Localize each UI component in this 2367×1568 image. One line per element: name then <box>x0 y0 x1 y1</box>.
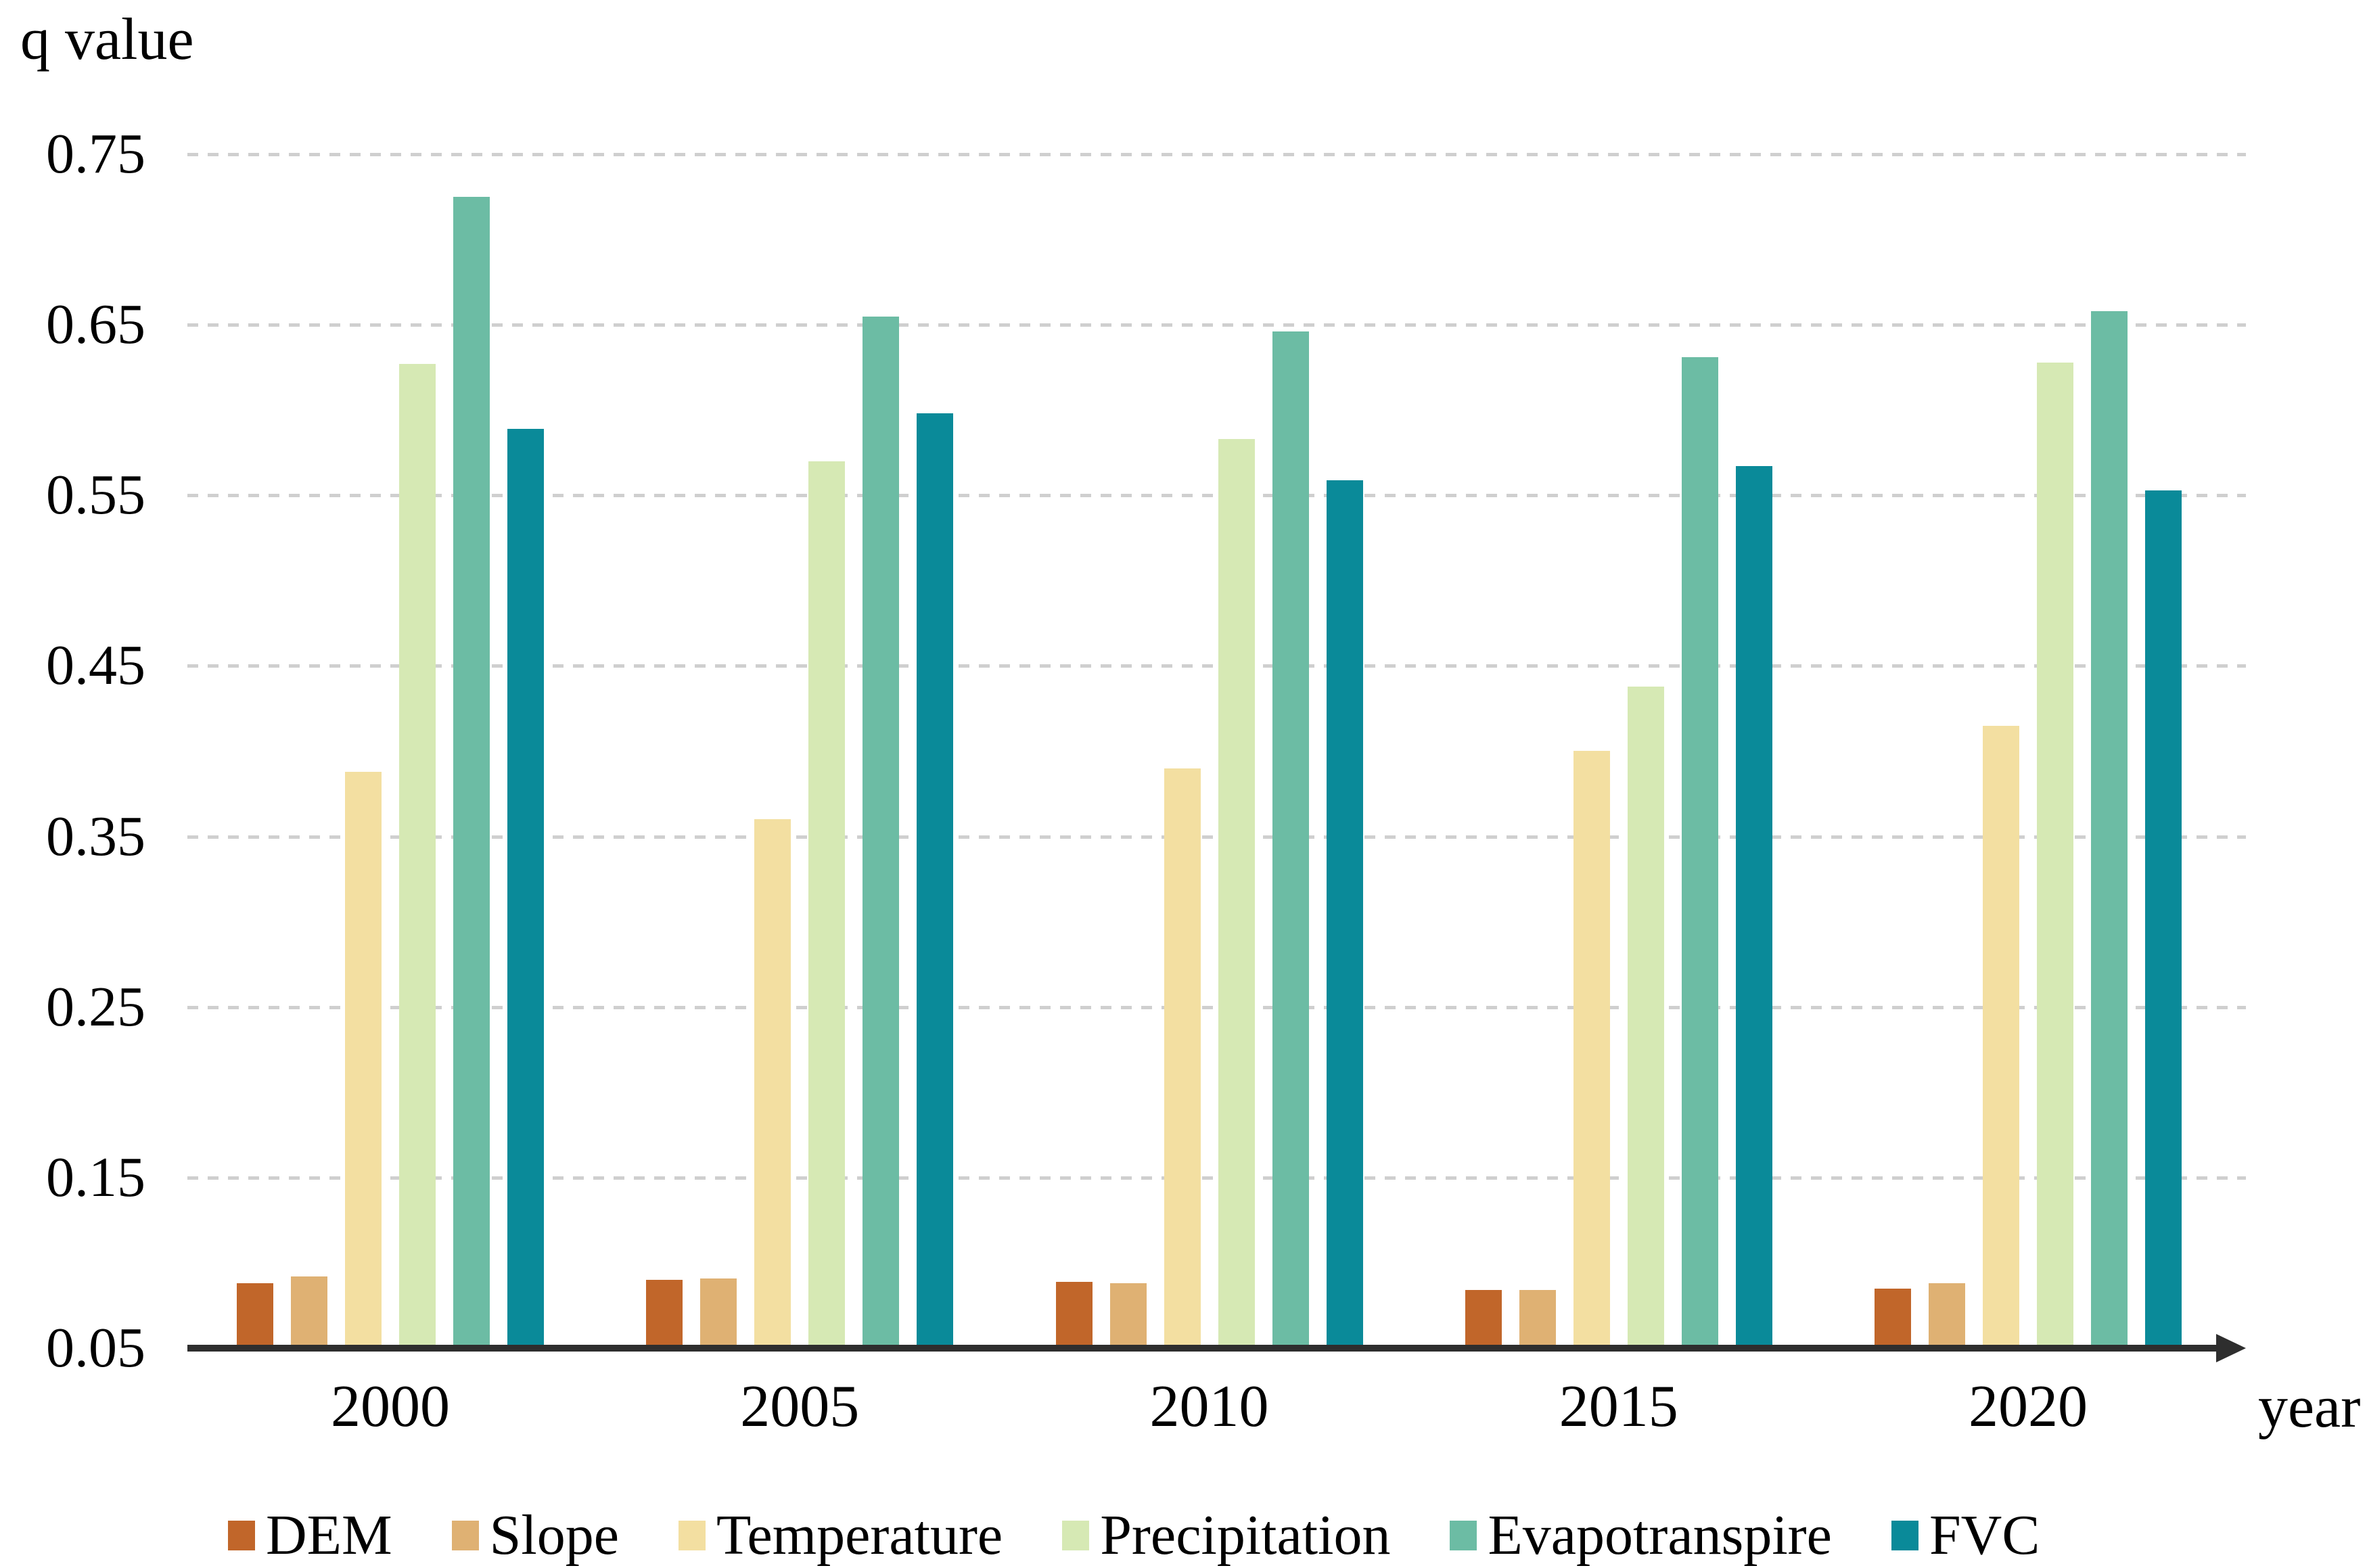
bar-precipitation-2000 <box>399 364 436 1348</box>
y-tick-label-0.65: 0.65 <box>46 293 145 356</box>
legend-item-temperature: Temperature <box>679 1503 1003 1568</box>
bar-fvc-2005 <box>917 413 954 1348</box>
bar-group-2020 <box>1875 311 2182 1348</box>
bar-temperature-2020 <box>1983 726 2019 1348</box>
legend-label: Temperature <box>716 1504 1003 1567</box>
bar-precipitation-2015 <box>1627 687 1664 1348</box>
bar-dem-2015 <box>1465 1290 1502 1348</box>
x-tick-labels: 2000 2005 2010 2015 2020 <box>187 1370 2246 1444</box>
legend-swatch-icon <box>1891 1521 1918 1550</box>
y-tick-label-0.25: 0.25 <box>46 975 145 1038</box>
bar-slope-2015 <box>1519 1290 1556 1348</box>
bar-slope-2020 <box>1929 1283 1965 1348</box>
bar-temperature-2000 <box>345 772 382 1348</box>
bar-precipitation-2005 <box>808 461 846 1348</box>
y-tick-label-0.55: 0.55 <box>46 463 145 527</box>
legend-label: DEM <box>266 1504 392 1567</box>
legend-item-slope: Slope <box>451 1503 620 1568</box>
bar-precipitation-2020 <box>2037 363 2073 1348</box>
x-tick-label-2005: 2005 <box>740 1374 860 1439</box>
bar-temperature-2015 <box>1573 751 1610 1348</box>
gridline-0.45 <box>187 664 2246 668</box>
bar-fvc-2010 <box>1326 480 1363 1348</box>
gridline-0.35 <box>187 835 2246 839</box>
gridline-0.55 <box>187 494 2246 498</box>
gridline-0.25 <box>187 1005 2246 1009</box>
x-tick-label-2000: 2000 <box>331 1374 450 1439</box>
legend-item-fvc: FVC <box>1891 1503 2040 1568</box>
legend-label: Slope <box>489 1504 620 1567</box>
legend-item-dem: DEM <box>228 1503 392 1568</box>
legend-swatch-icon <box>1450 1521 1477 1550</box>
bar-fvc-2020 <box>2145 490 2182 1348</box>
y-tick-label-0.45: 0.45 <box>46 634 145 697</box>
bar-group-2000 <box>237 197 544 1348</box>
bar-slope-2000 <box>291 1276 327 1348</box>
legend-swatch-icon <box>679 1521 706 1550</box>
bar-dem-2020 <box>1875 1289 1911 1348</box>
legend-label: Precipitation <box>1100 1504 1391 1567</box>
y-tick-label-0.15: 0.15 <box>46 1145 145 1209</box>
bar-dem-2000 <box>237 1283 273 1348</box>
x-axis-title: year <box>2258 1375 2361 1440</box>
x-tick-label-2020: 2020 <box>1969 1374 2088 1439</box>
bar-evapotranspire-2000 <box>453 197 490 1348</box>
legend-item-precipitation: Precipitation <box>1062 1503 1390 1568</box>
gridline-0.15 <box>187 1176 2246 1180</box>
bar-group-2010 <box>1055 331 1363 1348</box>
bars-layer <box>187 154 2246 1348</box>
x-tick-label-2010: 2010 <box>1149 1374 1269 1439</box>
legend-item-evapotranspire: Evapotranspire <box>1450 1503 1832 1568</box>
legend-swatch-icon <box>451 1521 479 1550</box>
y-tick-label-0.35: 0.35 <box>46 804 145 868</box>
x-tick-label-2015: 2015 <box>1559 1374 1678 1439</box>
bar-temperature-2005 <box>754 819 791 1348</box>
y-axis-title: q value <box>20 7 194 72</box>
bar-slope-2005 <box>700 1278 737 1348</box>
bar-evapotranspire-2015 <box>1681 357 1718 1348</box>
bar-group-2015 <box>1465 357 1772 1348</box>
legend-label: Evapotranspire <box>1488 1504 1832 1567</box>
bar-evapotranspire-2010 <box>1272 331 1309 1348</box>
x-axis-arrow-icon <box>2216 1334 2246 1362</box>
gridline-0.75 <box>187 152 2246 156</box>
legend-swatch-icon <box>1062 1521 1090 1550</box>
legend-swatch-icon <box>228 1521 255 1550</box>
bar-dem-2005 <box>646 1280 683 1348</box>
bar-group-2005 <box>646 317 954 1348</box>
bar-precipitation-2010 <box>1218 439 1255 1348</box>
bar-slope-2010 <box>1109 1283 1147 1348</box>
bar-dem-2010 <box>1055 1282 1093 1348</box>
x-axis-line <box>187 1345 2217 1352</box>
bar-evapotranspire-2020 <box>2091 311 2128 1348</box>
legend: DEM Slope Temperature Precipitation Evapotra… <box>228 1503 2040 1568</box>
y-tick-label-0.05: 0.05 <box>46 1316 145 1379</box>
bar-temperature-2010 <box>1164 768 1201 1348</box>
y-tick-label-0.75: 0.75 <box>46 122 145 185</box>
bar-fvc-2015 <box>1735 466 1772 1348</box>
legend-label: FVC <box>1929 1504 2040 1567</box>
gridline-0.65 <box>187 323 2246 327</box>
bar-evapotranspire-2005 <box>863 317 900 1348</box>
bar-fvc-2000 <box>507 429 544 1348</box>
